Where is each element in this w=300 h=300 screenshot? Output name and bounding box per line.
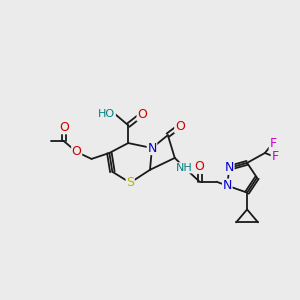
Text: F: F bbox=[269, 136, 276, 150]
Text: O: O bbox=[195, 160, 205, 173]
Text: NH: NH bbox=[176, 163, 193, 173]
Text: N: N bbox=[225, 161, 234, 174]
Text: N: N bbox=[223, 179, 232, 192]
Text: S: S bbox=[126, 176, 134, 189]
Text: O: O bbox=[175, 120, 185, 133]
Text: N: N bbox=[147, 142, 157, 154]
Text: F: F bbox=[271, 150, 278, 164]
Text: HO: HO bbox=[98, 109, 115, 119]
Text: O: O bbox=[137, 108, 147, 121]
Text: O: O bbox=[72, 146, 82, 158]
Text: O: O bbox=[59, 121, 69, 134]
